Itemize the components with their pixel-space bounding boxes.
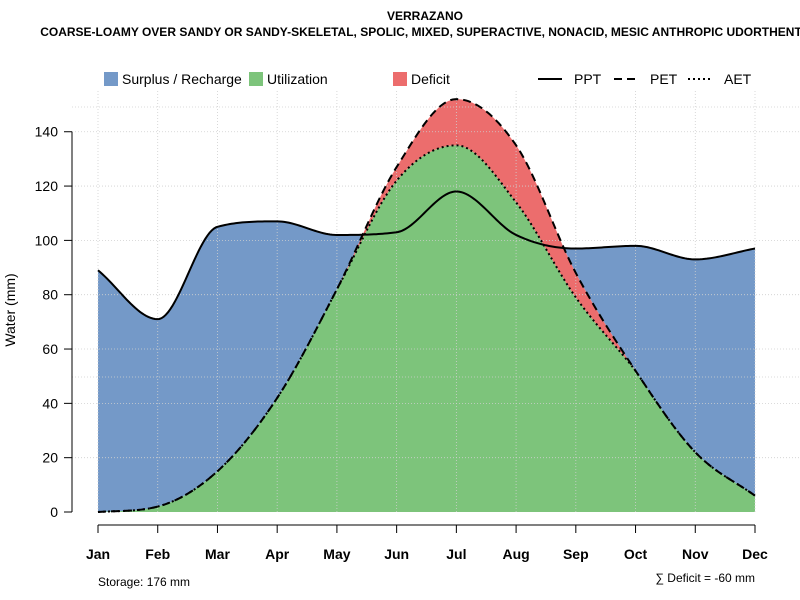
x-tick-label: Apr [265,546,290,562]
legend-label: Deficit [411,71,450,87]
y-tick-label: 60 [42,341,58,357]
lines-layer [97,98,756,513]
area-layer [98,99,755,512]
legend: Surplus / Recharge Utilization Deficit PPT P… [104,71,752,87]
surplus-area [98,99,755,512]
y-tick-label: 20 [42,450,58,466]
x-tick-label: Dec [742,546,768,562]
x-tick-label: Aug [502,546,529,562]
y-tick-label: 40 [42,395,58,411]
y-axis-label: Water (mm) [2,273,18,346]
series-line-pet [97,98,756,513]
y-tick-label: 140 [35,124,59,140]
legend-item-deficit: Deficit [393,71,450,87]
legend-label: PET [650,71,678,87]
deficit-annotation: ∑ Deficit = -60 mm [655,571,755,585]
series-line-ppt [97,190,756,321]
legend-swatch [393,72,407,86]
axes-layer: 0 20 40 60 80 100 120 140 Jan Feb Mar Apr May Jun Jul A… [35,124,768,562]
x-tick-label: Nov [682,546,709,562]
chart-subtitle: COARSE-LOAMY OVER SANDY OR SANDY-SKELETA… [40,25,800,39]
x-tick-label: Sep [563,546,589,562]
x-tick-label: Jun [384,546,409,562]
legend-label: Utilization [267,71,328,87]
x-tick-label: Feb [145,546,170,562]
legend-swatch [249,72,263,86]
y-tick-label: 120 [35,178,59,194]
legend-label: AET [724,71,752,87]
storage-annotation: Storage: 176 mm [98,575,190,589]
y-tick-label: 80 [42,287,58,303]
x-tick-label: Jul [446,546,466,562]
x-tick-label: Oct [624,546,648,562]
grid-layer [72,91,800,512]
legend-item-surplus-recharge: Surplus / Recharge [104,71,242,87]
legend-swatch [104,72,118,86]
x-tick-label: Jan [86,546,110,562]
legend-item-pet: PET [614,71,678,87]
chart-title: VERRAZANO [387,9,463,23]
y-tick-label: 0 [50,504,58,520]
x-tick-label: Mar [205,546,230,562]
legend-item-utilization: Utilization [249,71,328,87]
x-tick-label: May [323,546,350,562]
y-tick-label: 100 [35,232,59,248]
legend-item-aet: AET [688,71,752,87]
legend-label: Surplus / Recharge [122,71,242,87]
legend-label: PPT [574,71,602,87]
legend-item-ppt: PPT [538,71,602,87]
